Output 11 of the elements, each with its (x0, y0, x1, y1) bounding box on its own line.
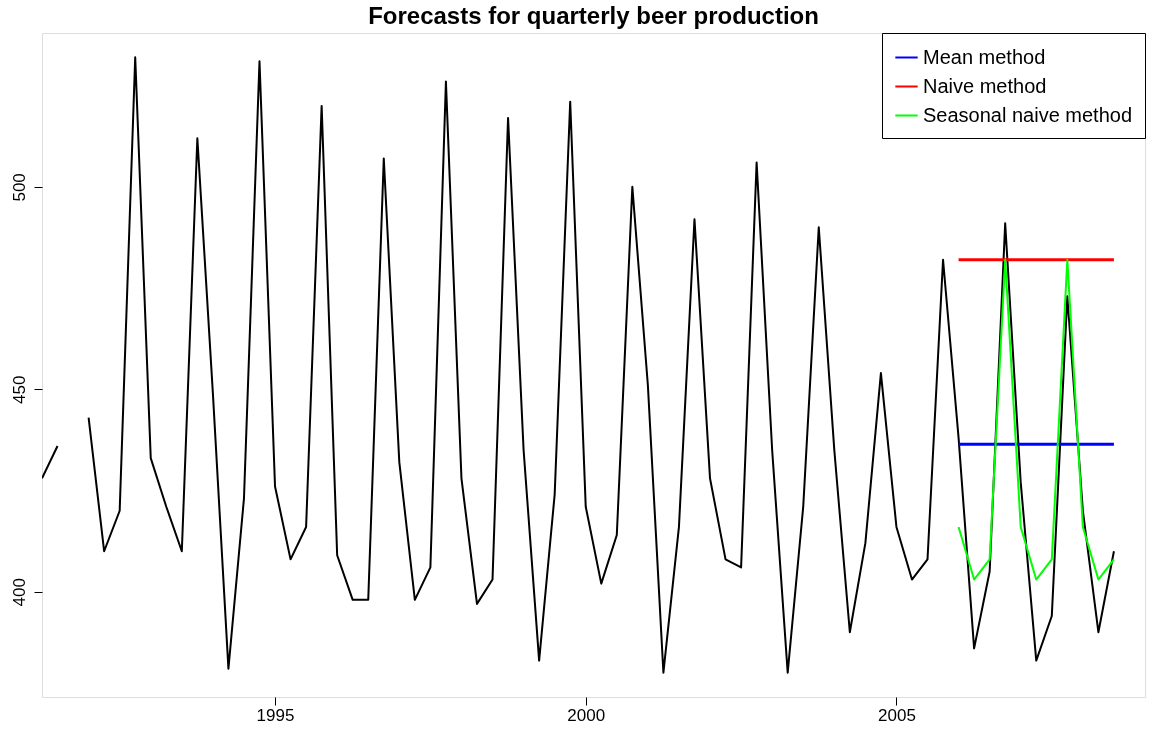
legend-label: Mean method (923, 45, 1046, 68)
y-tick-label: 400 (9, 578, 29, 607)
line-series (957, 258, 1115, 581)
x-tick-label: 1995 (256, 705, 295, 725)
legend-label: Seasonal naive method (923, 103, 1133, 126)
y-tick-label: 450 (9, 375, 29, 404)
x-tick-label: 2005 (878, 705, 916, 725)
chart-title: Forecasts for quarterly beer production (368, 2, 819, 29)
y-tick-label: 500 (9, 173, 29, 202)
x-tick-label: 2000 (567, 705, 606, 725)
legend-label: Naive method (923, 74, 1047, 97)
